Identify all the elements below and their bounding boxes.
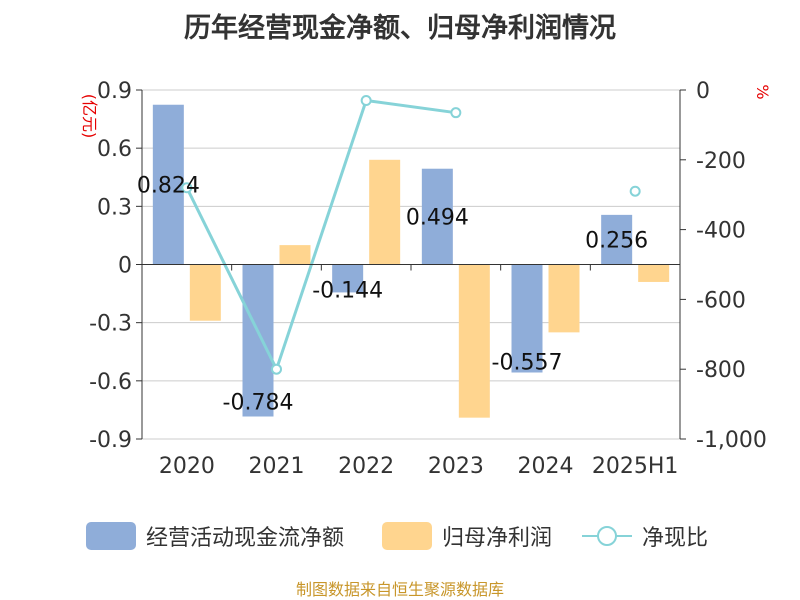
profit-bar xyxy=(369,159,401,265)
legend-label-cashflow: 经营活动现金流净额 xyxy=(146,526,345,551)
cashflow-bar xyxy=(152,104,184,265)
right-tick-label: -1,000 xyxy=(696,428,767,453)
cashflow-data-label: -0.784 xyxy=(223,390,294,415)
chart-plot: 0.9 0.6 0.3 0 -0.3 -0.6 -0.9 0 -200 -400 -600 -800 -… xyxy=(80,79,772,479)
cashflow-data-label: 0.824 xyxy=(137,174,200,199)
profit-bar xyxy=(458,264,490,418)
ratio-point xyxy=(181,182,193,194)
ratio-line-segment xyxy=(185,187,278,370)
legend-item-ratio[interactable]: 净现比 xyxy=(582,516,708,556)
legend-swatch-cashflow xyxy=(86,522,136,550)
legend-label-profit: 归母净利润 xyxy=(442,526,553,551)
legend-item-profit[interactable]: 归母净利润 xyxy=(382,516,552,556)
left-tick-label: 0 xyxy=(118,254,132,279)
x-tick-label: 2024 xyxy=(518,454,574,479)
ratio-point xyxy=(629,185,641,197)
ratio-line-segment xyxy=(275,99,368,370)
cashflow-bar xyxy=(242,264,274,417)
left-tick-label: -0.3 xyxy=(89,312,132,337)
x-tick-label: 2021 xyxy=(249,454,305,479)
ratio-point xyxy=(360,94,372,106)
x-tick-label: 2023 xyxy=(428,454,484,479)
cashflow-data-label: -0.557 xyxy=(492,351,563,376)
right-tick-label: -600 xyxy=(696,288,746,313)
profit-bar xyxy=(189,264,221,321)
cashflow-data-label: -0.144 xyxy=(312,279,383,304)
left-tick-label: -0.9 xyxy=(89,428,132,453)
x-tick-label: 2025H1 xyxy=(592,454,679,479)
chart-legend: 经营活动现金流净额 归母净利润 净现比 xyxy=(0,516,800,556)
chart-title: 历年经营现金净额、归母净利润情况 xyxy=(184,13,616,44)
cashflow-bar xyxy=(511,264,543,373)
left-tick-label: -0.6 xyxy=(89,370,132,395)
legend-line-ratio xyxy=(582,522,632,550)
legend-label-ratio: 净现比 xyxy=(642,526,709,551)
x-tick-label: 2022 xyxy=(338,454,394,479)
left-tick-label: 0.3 xyxy=(97,195,132,220)
cashflow-data-label: 0.256 xyxy=(585,229,648,254)
cashflow-bar xyxy=(601,214,633,265)
ratio-point xyxy=(450,107,462,119)
right-tick-label: -800 xyxy=(696,358,746,383)
profit-bar xyxy=(279,245,311,265)
source-note: 制图数据来自恒生聚源数据库 xyxy=(295,580,504,599)
cashflow-data-label: 0.494 xyxy=(406,206,469,231)
x-tick-label: 2020 xyxy=(159,454,215,479)
cashflow-bar xyxy=(332,264,364,293)
left-tick-label: 0.6 xyxy=(97,137,132,162)
legend-swatch-profit xyxy=(382,522,432,550)
right-tick-label: 0 xyxy=(696,79,710,104)
ratio-point xyxy=(271,363,282,375)
ratio-line-segment xyxy=(365,98,457,115)
profit-bar xyxy=(638,264,670,282)
cashflow-bar xyxy=(421,168,453,265)
right-tick-label: -200 xyxy=(696,149,746,174)
left-tick-label: 0.9 xyxy=(97,79,132,104)
profit-bar xyxy=(548,264,580,333)
left-axis-unit: (亿元) xyxy=(80,94,99,139)
right-tick-label: -400 xyxy=(696,219,746,244)
legend-item-cashflow[interactable]: 经营活动现金流净额 xyxy=(86,516,344,556)
right-axis-unit: % xyxy=(753,84,772,99)
